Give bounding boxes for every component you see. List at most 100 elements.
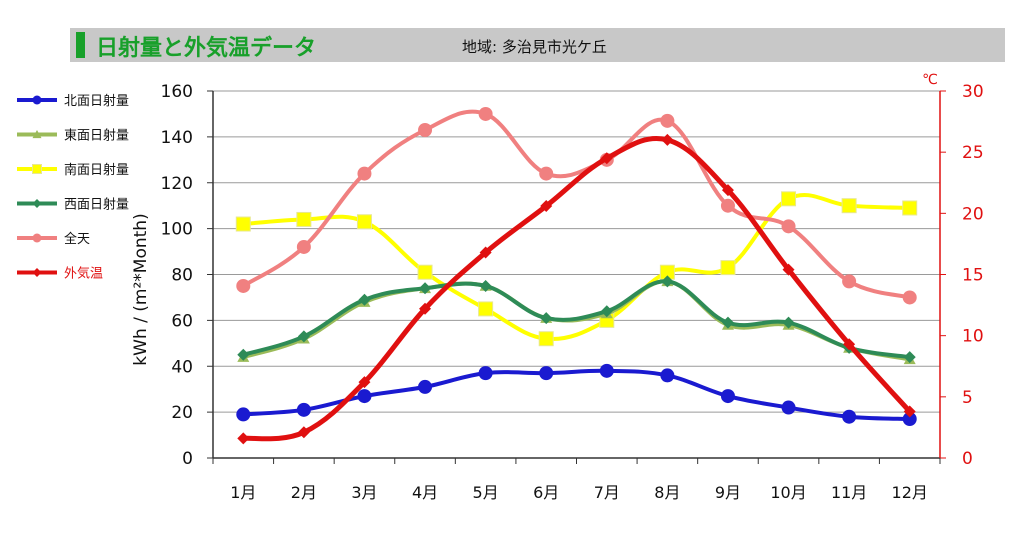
legend-entry-label: 外気温: [64, 266, 103, 282]
data-point: [600, 152, 613, 165]
data-point: [235, 216, 251, 232]
legend-swatch-marker: [32, 268, 42, 277]
series-line: [243, 136, 912, 442]
legend-swatch-marker: [32, 164, 42, 174]
data-point: [417, 264, 433, 280]
y-tick-label: 60: [171, 311, 193, 331]
data-point: [843, 338, 856, 351]
data-point: [479, 246, 492, 259]
data-point: [418, 122, 433, 137]
y2-tick-label: 5: [962, 388, 973, 408]
x-tick-label: 6月: [533, 483, 559, 502]
data-point: [661, 275, 674, 288]
data-point: [296, 211, 312, 227]
data-point: [357, 389, 372, 404]
data-point: [660, 113, 675, 128]
data-point: [842, 409, 857, 424]
data-point: [661, 133, 674, 146]
x-tick-label: 5月: [473, 483, 499, 502]
y2-tick-label: 15: [962, 266, 984, 286]
data-point: [540, 312, 553, 325]
data-point: [720, 198, 735, 213]
x-tick-label: 10月: [770, 483, 806, 502]
data-point: [720, 260, 736, 276]
series-line: [242, 109, 911, 300]
data-point: [478, 106, 493, 121]
data-point: [721, 316, 734, 329]
legend-entry-label: 北面日射量: [64, 93, 129, 109]
y2-tick-label: 25: [962, 143, 984, 163]
data-point: [902, 290, 917, 305]
data-point: [660, 368, 675, 383]
x-tick-label: 7月: [594, 483, 620, 502]
legend-entry-label: 東面日射量: [64, 128, 129, 144]
region-label: 地域: 多治見市光ケ丘: [462, 38, 607, 56]
x-tick-label: 4月: [412, 483, 438, 502]
data-point: [781, 191, 797, 207]
legend-swatch-marker: [32, 95, 42, 105]
data-point: [237, 432, 250, 445]
legend-entry-label: 西面日射量: [64, 197, 129, 213]
data-point: [720, 389, 735, 404]
x-tick-label: 2月: [291, 483, 317, 502]
x-tick-label: 1月: [230, 483, 256, 502]
data-point: [356, 214, 372, 230]
data-point: [781, 219, 796, 234]
y-tick-label: 20: [171, 403, 193, 423]
x-tick-label: 3月: [351, 483, 377, 502]
legend-swatch-marker: [32, 233, 42, 243]
data-point: [540, 199, 553, 212]
y-tick-label: 140: [161, 128, 193, 148]
series-line: [242, 279, 911, 360]
y-tick-label: 0: [182, 449, 193, 469]
data-point: [478, 301, 494, 317]
x-tick-label: 12月: [892, 483, 928, 502]
data-point: [358, 293, 371, 306]
header-bar: 日射量と外気温データ 地域: 多治見市光ケ丘: [70, 28, 1005, 62]
header-green-marker: [76, 32, 85, 58]
data-point: [357, 166, 372, 181]
data-point: [538, 331, 554, 347]
legend-entry-label: 南面日射量: [64, 162, 129, 178]
y-tick-label: 160: [161, 82, 193, 102]
data-point: [721, 184, 734, 197]
page-title: 日射量と外気温データ: [96, 36, 317, 61]
data-point: [781, 400, 796, 415]
data-point: [297, 426, 310, 439]
data-point: [358, 376, 371, 389]
data-point: [539, 366, 554, 381]
y2-tick-label: 20: [962, 204, 984, 224]
data-point: [902, 412, 917, 427]
data-point: [903, 351, 916, 364]
x-tick-label: 9月: [715, 483, 741, 502]
data-point: [479, 279, 492, 292]
y-tick-label: 80: [171, 266, 193, 286]
data-point: [419, 302, 432, 315]
legend-entry-label: 全天: [64, 231, 90, 247]
data-point: [539, 166, 554, 181]
legend-swatch-marker: [32, 130, 42, 139]
data-point: [599, 363, 614, 378]
x-tick-label: 11月: [831, 483, 867, 502]
y2-unit-label: ℃: [922, 72, 938, 88]
data-point: [236, 278, 251, 293]
data-point: [237, 348, 250, 361]
y-tick-label: 100: [161, 220, 193, 240]
data-point: [841, 198, 857, 214]
data-point: [418, 379, 433, 394]
data-point: [296, 239, 311, 254]
y2-tick-label: 30: [962, 82, 984, 102]
data-point: [903, 405, 916, 418]
data-point: [902, 200, 918, 216]
data-point: [600, 305, 613, 318]
y2-tick-label: 0: [962, 449, 973, 469]
data-point: [842, 274, 857, 289]
data-point: [419, 282, 432, 295]
legend-swatch-marker: [32, 199, 42, 208]
data-point: [236, 407, 251, 422]
data-point: [782, 316, 795, 329]
y2-tick-label: 10: [962, 327, 984, 347]
data-point: [782, 263, 795, 276]
y-tick-label: 40: [171, 357, 193, 377]
